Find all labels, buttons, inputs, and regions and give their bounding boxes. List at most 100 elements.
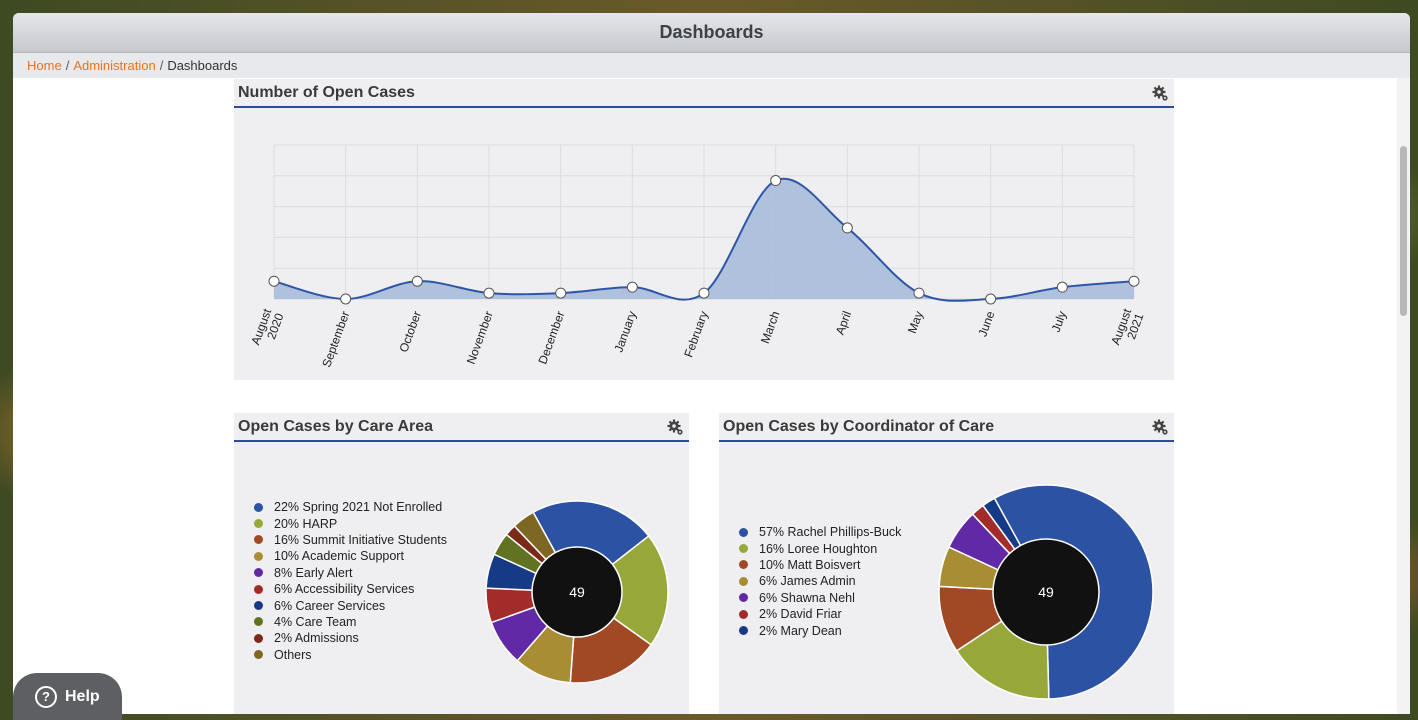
page-title: Dashboards: [659, 22, 764, 42]
x-tick-label: August2021: [1108, 306, 1146, 351]
legend-label: 6% Shawna Nehl: [759, 590, 855, 605]
legend-item[interactable]: 16% Loree Houghton: [739, 540, 901, 556]
question-circle-icon: ?: [35, 685, 57, 708]
data-point[interactable]: [268, 275, 280, 287]
x-tick-label: July: [1049, 309, 1069, 334]
help-button[interactable]: ? Help: [13, 673, 122, 720]
legend-item[interactable]: 2% Admissions: [254, 630, 447, 646]
scrollbar-thumb[interactable]: [1400, 146, 1407, 316]
data-point[interactable]: [698, 287, 710, 299]
data-point[interactable]: [340, 293, 352, 305]
data-point[interactable]: [483, 287, 495, 299]
data-point[interactable]: [985, 293, 997, 305]
breadcrumb-separator: /: [159, 58, 164, 73]
coordinator-panel: Open Cases by Coordinator of Care 57% Ra…: [719, 413, 1174, 714]
panel-title: Open Cases by Care Area: [238, 417, 434, 435]
legend-item[interactable]: 6% Accessibility Services: [254, 581, 447, 597]
legend-label: 8% Early Alert: [274, 565, 353, 580]
x-tick-label: August2020: [248, 306, 286, 351]
legend-dot: [254, 650, 263, 660]
legend-item[interactable]: 20% HARP: [254, 515, 447, 531]
legend-item[interactable]: 16% Summit Initiative Students: [254, 532, 447, 548]
data-point[interactable]: [626, 281, 638, 293]
breadcrumb: Home / Administration / Dashboards: [13, 53, 1410, 78]
legend-item[interactable]: 22% Spring 2021 Not Enrolled: [254, 499, 447, 515]
legend-label: Others: [274, 647, 312, 662]
open-cases-line-chart: August2020 September October November Decemb…: [248, 144, 1147, 369]
legend-label: 2% Mary Dean: [759, 623, 842, 638]
legend-dot: [739, 527, 748, 537]
legend-dot: [739, 560, 748, 570]
legend-dot: [739, 576, 748, 586]
x-tick-label: February: [681, 309, 711, 359]
chart-grid: [273, 144, 1135, 300]
legend-dot: [254, 502, 263, 512]
legend-dot: [739, 609, 748, 619]
legend-item[interactable]: 4% Care Team: [254, 614, 447, 630]
x-tick-label: November: [464, 309, 496, 366]
legend-dot: [739, 544, 748, 554]
x-tick-label: June: [975, 309, 997, 339]
legend-label: 10% Matt Boisvert: [759, 557, 861, 572]
legend-item[interactable]: 57% Rachel Phillips-Buck: [739, 524, 901, 540]
care-area-pie-chart: 49: [485, 500, 669, 684]
x-tick-label: May: [905, 309, 926, 335]
gear-icon[interactable]: [1152, 419, 1168, 435]
legend-dot: [739, 593, 748, 603]
data-point[interactable]: [913, 287, 925, 299]
legend-label: 2% Admissions: [274, 631, 359, 646]
breadcrumb-administration-link[interactable]: Administration: [73, 58, 156, 73]
breadcrumb-separator: /: [65, 58, 70, 73]
panel-header: Number of Open Cases: [234, 79, 1174, 108]
legend-label: 22% Spring 2021 Not Enrolled: [274, 500, 443, 515]
legend-label: 6% Accessibility Services: [274, 582, 415, 597]
legend-dot: [254, 584, 263, 594]
legend-label: 57% Rachel Phillips-Buck: [759, 525, 902, 540]
legend-item[interactable]: 10% Academic Support: [254, 548, 447, 564]
x-tick-label: March: [758, 309, 783, 345]
legend-dot: [254, 633, 263, 643]
legend-label: 20% HARP: [274, 516, 338, 531]
legend-item[interactable]: 2% David Friar: [739, 606, 901, 622]
legend-dot: [254, 535, 263, 545]
breadcrumb-current: Dashboards: [167, 58, 238, 73]
dashboard-window: Dashboards Home / Administration / Dashb…: [13, 13, 1410, 714]
coordinator-pie-chart: 49: [938, 484, 1154, 700]
data-point[interactable]: [841, 222, 853, 234]
legend-dot: [254, 519, 263, 529]
data-point[interactable]: [1056, 281, 1068, 293]
legend-item[interactable]: 10% Matt Boisvert: [739, 557, 901, 573]
data-point[interactable]: [411, 275, 423, 287]
gear-icon[interactable]: [1152, 85, 1168, 101]
legend-label: 4% Care Team: [274, 614, 357, 629]
legend-item[interactable]: 8% Early Alert: [254, 565, 447, 581]
data-point[interactable]: [1128, 275, 1140, 287]
data-point[interactable]: [770, 175, 782, 187]
open-cases-panel: Number of Open Cases August2020 September…: [234, 79, 1174, 380]
legend-label: 2% David Friar: [759, 607, 842, 622]
gear-icon[interactable]: [667, 419, 683, 435]
legend-dot: [254, 617, 263, 627]
legend-item[interactable]: 6% Shawna Nehl: [739, 590, 901, 606]
donut-center: [992, 538, 1100, 646]
panel-title: Open Cases by Coordinator of Care: [723, 417, 995, 435]
donut-center: [531, 546, 623, 638]
panel-title: Number of Open Cases: [238, 83, 415, 101]
legend-item[interactable]: Others: [254, 647, 447, 663]
legend-item[interactable]: 2% Mary Dean: [739, 622, 901, 638]
legend-item[interactable]: 6% Career Services: [254, 597, 447, 613]
donut-center-label: 49: [1038, 584, 1054, 600]
vertical-scrollbar[interactable]: [1397, 78, 1410, 714]
title-bar: Dashboards: [13, 13, 1410, 53]
legend-label: 6% James Admin: [759, 574, 856, 589]
x-tick-label: October: [396, 309, 424, 354]
legend-dot: [254, 568, 263, 578]
panel-header: Open Cases by Coordinator of Care: [719, 413, 1174, 442]
pie-slice[interactable]: [532, 500, 650, 594]
data-point[interactable]: [555, 287, 567, 299]
legend-dot: [739, 626, 748, 636]
breadcrumb-home-link[interactable]: Home: [27, 58, 62, 73]
legend-item[interactable]: 6% James Admin: [739, 573, 901, 589]
help-label: Help: [65, 687, 100, 705]
legend-dot: [254, 551, 263, 561]
